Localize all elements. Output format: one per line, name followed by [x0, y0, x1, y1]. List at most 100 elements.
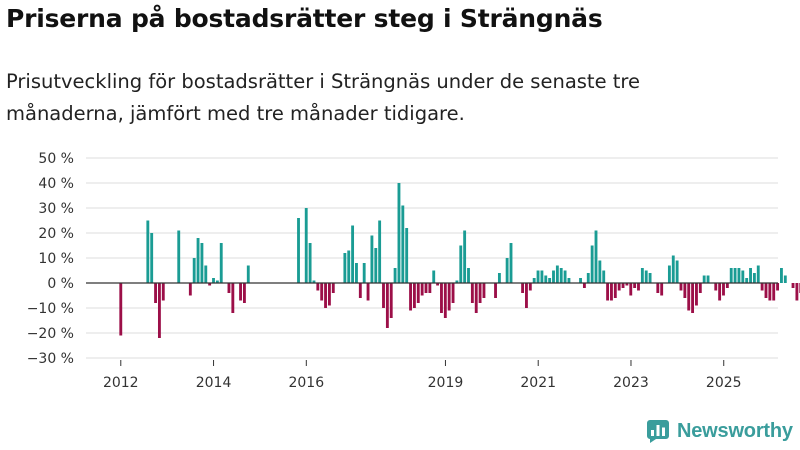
bar: [737, 268, 741, 283]
bar: [474, 283, 478, 313]
bar: [567, 278, 571, 283]
bar: [331, 283, 335, 293]
x-tick-label: 2016: [288, 375, 324, 391]
bar: [347, 250, 351, 283]
bar: [733, 268, 737, 283]
y-tick-label: −20 %: [27, 326, 74, 342]
bar: [640, 268, 644, 283]
bar: [227, 283, 231, 293]
bar: [370, 235, 374, 283]
x-axis-ticks: 2012 2014 2016 2019 2021 2023 2025: [103, 360, 742, 391]
bar: [772, 283, 776, 301]
bar: [586, 273, 590, 283]
y-tick-label: 20 %: [38, 226, 74, 242]
bar: [393, 268, 397, 283]
bar: [760, 283, 764, 291]
bar: [683, 283, 687, 298]
bar: [536, 270, 540, 283]
bar: [297, 218, 300, 283]
x-tick-label: 2025: [706, 375, 742, 391]
bar: [459, 245, 463, 283]
bar: [366, 283, 370, 301]
bar: [451, 283, 455, 303]
bar: [679, 283, 683, 291]
bar: [528, 283, 532, 291]
bar: [405, 228, 409, 283]
bar: [559, 268, 563, 283]
bar: [358, 283, 362, 298]
bar: [428, 283, 432, 293]
bar: [343, 253, 347, 283]
newsworthy-logo-icon: [647, 420, 669, 443]
bar: [146, 220, 150, 283]
bar: [725, 283, 729, 288]
bar: [382, 283, 385, 308]
bar: [525, 283, 528, 308]
bar: [362, 263, 366, 283]
bar: [416, 283, 420, 303]
bar: [598, 260, 602, 283]
bar: [409, 283, 412, 311]
bar: [625, 283, 629, 286]
bar: [355, 263, 358, 283]
bar: [749, 268, 752, 283]
y-tick-label: 50 %: [38, 151, 74, 167]
bar: [242, 283, 246, 303]
bar: [212, 278, 215, 283]
bar: [780, 268, 783, 283]
bar: [316, 283, 320, 291]
bar: [215, 280, 219, 283]
bar: [776, 283, 780, 291]
bar: [698, 283, 702, 293]
y-tick-label: −10 %: [27, 301, 74, 317]
bar: [389, 283, 393, 318]
bar: [312, 280, 316, 283]
bar: [582, 283, 586, 288]
x-tick-label: 2012: [103, 375, 139, 391]
x-tick-label: 2019: [428, 375, 464, 391]
bar: [509, 243, 513, 283]
bar: [741, 270, 745, 283]
bar: [563, 270, 567, 283]
bar: [602, 270, 606, 283]
y-tick-label: 10 %: [38, 251, 74, 267]
bar: [157, 283, 161, 338]
bar: [192, 258, 196, 283]
bar: [494, 283, 497, 298]
bar: [752, 273, 756, 283]
bar: [768, 283, 772, 301]
bar: [497, 273, 501, 283]
bar: [455, 280, 459, 283]
newsworthy-brand[interactable]: Newsworthy: [646, 419, 793, 443]
bar: [552, 270, 555, 283]
bar: [671, 255, 675, 283]
y-tick-label: 30 %: [38, 201, 74, 217]
bar: [231, 283, 235, 313]
bar: [401, 205, 405, 283]
bar: [188, 283, 192, 296]
bar: [177, 230, 181, 283]
bar: [196, 238, 200, 283]
bar: [119, 283, 123, 336]
bar: [351, 225, 355, 283]
bar: [412, 283, 416, 308]
bar: [161, 283, 165, 301]
bar: [219, 243, 223, 283]
bar: [610, 283, 613, 301]
bar: [667, 265, 671, 283]
bar: [783, 275, 787, 283]
bar: [656, 283, 660, 293]
bar: [613, 283, 617, 298]
bar: [548, 278, 552, 283]
bar: [478, 283, 482, 303]
chart-subtitle: Prisutveckling för bostadsrätter i Strän…: [6, 70, 641, 125]
bar: [621, 283, 625, 288]
bar: [440, 283, 443, 313]
y-axis-tick-labels: 50 % 40 % 30 % 20 % 10 % 0 % −10 % −20 % −30 %: [27, 151, 74, 367]
bar: [718, 283, 722, 301]
y-tick-label: 40 %: [38, 176, 74, 192]
bar: [320, 283, 324, 301]
bar: [729, 268, 733, 283]
bar: [482, 283, 486, 298]
